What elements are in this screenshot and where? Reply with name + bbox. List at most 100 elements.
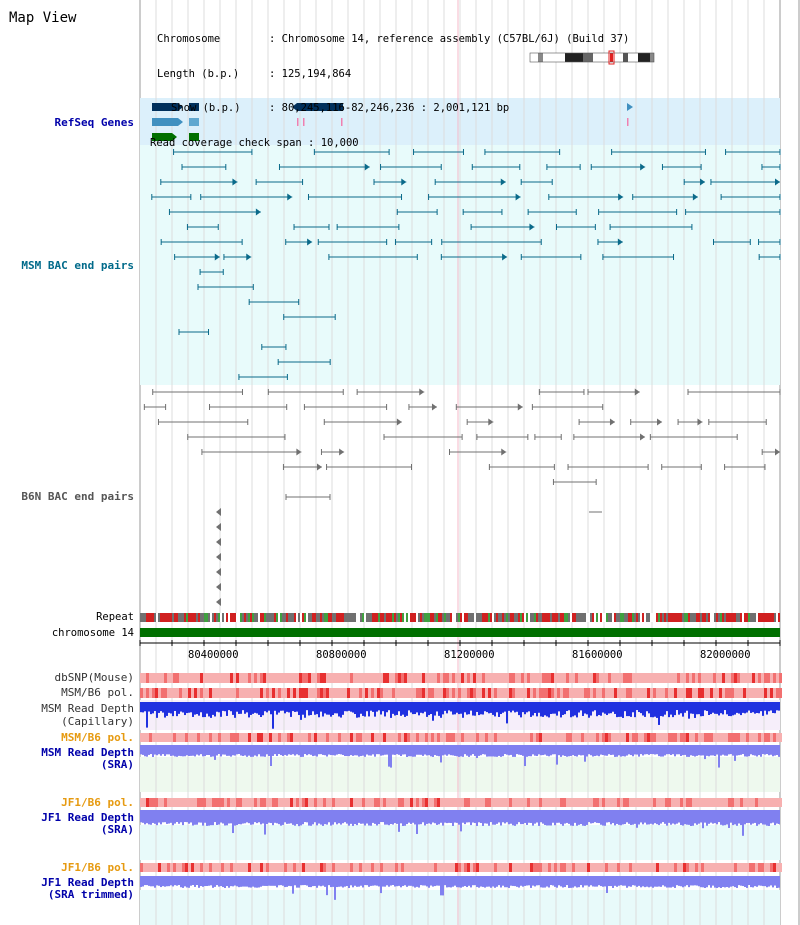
depth-bar (592, 876, 594, 887)
heat-cell (578, 798, 581, 807)
repeat-segment (518, 613, 520, 622)
depth-bar (340, 810, 342, 825)
repeat-segment (266, 613, 268, 622)
heat-cell (620, 673, 623, 683)
depth-bar (578, 810, 580, 825)
depth-bar (262, 876, 264, 886)
repeat-segment (664, 613, 666, 622)
heat-cell (362, 688, 365, 698)
heat-cell (773, 733, 776, 742)
heat-cell (752, 688, 755, 698)
coverage-key: Read coverage check span (150, 136, 302, 149)
depth-bar (452, 810, 454, 826)
heat-cell (704, 688, 707, 698)
depth-bar (400, 876, 402, 888)
depth-bar (292, 876, 294, 894)
heat-cell (626, 673, 629, 683)
heat-cell (209, 863, 212, 872)
repeat-segment (446, 613, 448, 622)
heat-cell (215, 673, 218, 683)
depth-bar (768, 702, 770, 712)
heat-cell (344, 798, 347, 807)
heat-cell (296, 688, 299, 698)
heat-cell (707, 863, 710, 872)
heat-cell (167, 673, 170, 683)
ideogram-marker (608, 50, 615, 65)
depth-bar (594, 702, 596, 711)
repeat-segment (478, 613, 480, 622)
depth-bar (682, 702, 684, 717)
b6n-bac-label[interactable]: B6N BAC end pairs (21, 490, 134, 503)
depth-bar (344, 876, 346, 887)
heat-cell (266, 688, 269, 698)
heat-cell (275, 673, 278, 683)
depth-bar (614, 702, 616, 714)
depth-bar (426, 810, 428, 824)
depth-bar (218, 745, 220, 755)
depth-bar (566, 810, 568, 823)
depth-bar (210, 745, 212, 757)
depth-bar (744, 745, 746, 757)
depth-bar (162, 745, 164, 755)
heat-cell (662, 863, 665, 872)
heat-cell (155, 688, 158, 698)
depth-bar (262, 810, 264, 824)
depth-bar (156, 876, 158, 886)
heat-cell (392, 688, 395, 698)
repeat-label: Repeat (96, 611, 134, 623)
depth-bar (164, 810, 166, 823)
depth-bar (290, 702, 292, 717)
depth-bar (470, 876, 472, 888)
depth-bar (424, 876, 426, 886)
depth-bar (150, 810, 152, 825)
heat-cell (305, 733, 308, 742)
heat-cell (476, 673, 479, 683)
heat-cell (566, 688, 569, 698)
repeat-segment (350, 613, 352, 622)
depth-bar (244, 810, 246, 824)
heat-cell (611, 863, 614, 872)
repeat-segment (450, 613, 452, 622)
depth-bar (678, 745, 680, 755)
refseq-genes-label[interactable]: RefSeq Genes (54, 116, 134, 129)
depth-bar (306, 745, 308, 756)
depth-bar (164, 876, 166, 887)
heat-cell (407, 733, 410, 742)
depth-bar (230, 702, 232, 712)
heat-cell (779, 688, 782, 698)
depth-bar (194, 876, 196, 887)
heat-cell (566, 863, 569, 872)
depth-bar (470, 745, 472, 756)
heat-cell (245, 688, 248, 698)
heat-cell (434, 688, 437, 698)
depth-bar (458, 745, 460, 757)
heat-cell (284, 733, 287, 742)
depth-bar (226, 876, 228, 887)
heat-cell (194, 733, 197, 742)
heat-cell (395, 688, 398, 698)
heat-cell (146, 688, 149, 698)
depth-bar (282, 702, 284, 711)
msm-bac-label[interactable]: MSM BAC end pairs (21, 259, 134, 272)
heat-cell (755, 863, 758, 872)
heat-cell (269, 673, 272, 683)
heat-cell (257, 688, 260, 698)
jf1-pol-label: JF1/B6 pol. (61, 796, 134, 809)
depth-bar (212, 702, 214, 715)
depth-bar (348, 876, 350, 888)
depth-bar (660, 745, 662, 757)
depth-bar (340, 745, 342, 755)
heat-cell (173, 688, 176, 698)
depth-bar (348, 745, 350, 757)
heat-cell (530, 673, 533, 683)
heat-cell (539, 863, 542, 872)
heat-cell (203, 733, 206, 742)
depth-bar (284, 702, 286, 714)
depth-bar (426, 876, 428, 887)
depth-bar (540, 810, 542, 823)
depth-bar (520, 745, 522, 755)
depth-bar (346, 876, 348, 887)
depth-bar (726, 745, 728, 756)
depth-bar (644, 810, 646, 823)
depth-bar (382, 876, 384, 887)
